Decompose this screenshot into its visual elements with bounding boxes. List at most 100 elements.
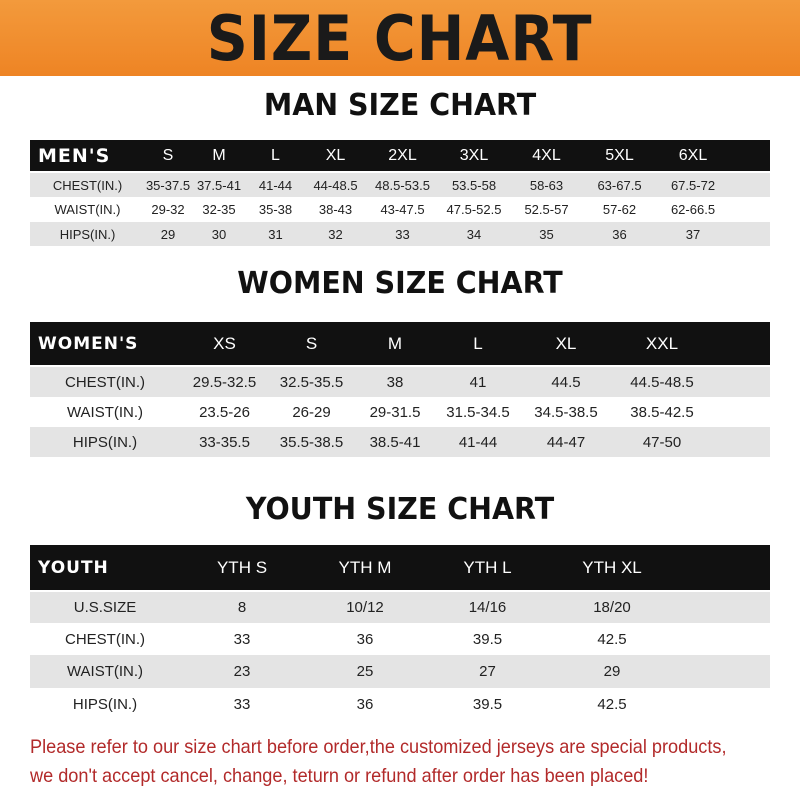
- table-cell: 29: [160, 226, 176, 242]
- table-cell: 25: [356, 663, 374, 680]
- row-header: MEN'S: [38, 144, 111, 167]
- table-row: HIPS(IN.) 29 30 31 32 33 34 35 36 37: [30, 222, 770, 246]
- table-cell: 10/12: [346, 599, 384, 616]
- table-cell: 36: [356, 630, 374, 648]
- row-header: WOMEN'S: [38, 333, 139, 354]
- table-cell: 8: [237, 599, 247, 616]
- note-line: Please refer to our size chart before or…: [30, 736, 727, 758]
- table-cell: 35: [539, 226, 554, 242]
- table-cell: 14/16: [468, 599, 507, 616]
- size-header: YTH XL: [582, 557, 642, 577]
- table-cell: 32.5-35.5: [279, 373, 344, 391]
- men-header-row: MEN'S S M L XL 2XL 3XL 4XL 5XL 6XL: [30, 140, 770, 171]
- table-cell: 29-32: [151, 202, 185, 217]
- order-note: Please refer to our size chart before or…: [30, 733, 728, 791]
- table-cell: 34.5-38.5: [534, 403, 598, 421]
- size-header: 2XL: [388, 146, 417, 164]
- table-row: WAIST(IN.) 23.5-26 26-29 29-31.5 31.5-34.5 34…: [30, 397, 770, 427]
- table-cell: 53.5-58: [451, 177, 497, 193]
- size-header: S: [305, 333, 318, 353]
- table-cell: 29.5-32.5: [192, 373, 257, 391]
- table-cell: 44.5-48.5: [630, 373, 694, 391]
- row-label: CHEST(IN.): [65, 630, 145, 648]
- table-cell: 38.5-42.5: [630, 403, 694, 421]
- youth-header-row: YOUTH YTH S YTH M YTH L YTH XL: [30, 545, 770, 590]
- table-cell: 38-43: [318, 202, 353, 217]
- men-heading: MAN SIZE CHART: [263, 88, 537, 123]
- table-cell: 35-37.5: [145, 177, 191, 193]
- table-cell: 47.5-52.5: [446, 202, 502, 217]
- row-label: WAIST(IN.): [66, 403, 144, 421]
- table-cell: 57-62: [602, 202, 637, 217]
- table-row: CHEST(IN.) 33 36 39.5 42.5: [30, 623, 770, 655]
- youth-table: YOUTH YTH S YTH M YTH L YTH XL U.S.SIZE 8 10/12…: [30, 545, 770, 720]
- table-cell: 26-29: [292, 403, 331, 421]
- table-cell: 32: [328, 226, 343, 242]
- row-header: YOUTH: [38, 557, 109, 578]
- table-row: HIPS(IN.) 33 36 39.5 42.5: [30, 688, 770, 720]
- table-cell: 67.5-72: [670, 177, 716, 193]
- size-header: XL: [325, 146, 346, 164]
- table-cell: 41-44: [258, 177, 293, 193]
- men-table: MEN'S S M L XL 2XL 3XL 4XL 5XL 6XL CHEST(IN.) 35-37…: [30, 140, 770, 246]
- table-cell: 44-48.5: [313, 177, 358, 193]
- row-label: HIPS(IN.): [72, 695, 138, 713]
- table-cell: 44-47: [546, 433, 586, 451]
- table-cell: 29: [603, 663, 621, 680]
- women-heading: WOMEN SIZE CHART: [237, 266, 563, 301]
- table-cell: 23: [233, 663, 251, 680]
- table-cell: 39.5: [472, 695, 503, 713]
- size-header: M: [387, 333, 403, 353]
- size-header: 4XL: [532, 146, 561, 164]
- youth-heading: YOUTH SIZE CHART: [245, 492, 555, 527]
- table-cell: 38: [386, 373, 404, 391]
- title-banner: SIZE CHART: [0, 0, 800, 76]
- size-header: L: [271, 146, 280, 164]
- table-cell: 39.5: [472, 630, 503, 648]
- table-cell: 44.5: [551, 373, 581, 391]
- table-cell: 23.5-26: [199, 403, 250, 421]
- table-cell: 41: [469, 373, 487, 391]
- table-cell: 34: [466, 226, 482, 242]
- size-header: YTH M: [338, 557, 392, 577]
- table-cell: 33: [233, 630, 251, 648]
- table-cell: 47-50: [642, 433, 682, 451]
- table-cell: 63-67.5: [597, 177, 642, 193]
- row-label: CHEST(IN.): [65, 373, 145, 391]
- table-row: U.S.SIZE 8 10/12 14/16 18/20: [30, 592, 770, 623]
- table-cell: 38.5-41: [369, 433, 421, 451]
- table-cell: 33: [233, 695, 251, 713]
- table-row: HIPS(IN.) 33-35.5 35.5-38.5 38.5-41 41-44 44-…: [30, 427, 770, 457]
- size-header: XL: [555, 333, 577, 353]
- size-header: XS: [213, 333, 236, 353]
- table-cell: 29-31.5: [369, 403, 421, 421]
- table-cell: 36: [612, 226, 627, 242]
- table-cell: 33-35.5: [199, 433, 250, 451]
- women-table: WOMEN'S XS S M L XL XXL CHEST(IN.) 29.5-32.5 32.5…: [30, 322, 770, 457]
- size-header: 3XL: [459, 146, 489, 164]
- table-cell: 18/20: [593, 599, 631, 616]
- size-header: M: [212, 146, 226, 164]
- row-label: HIPS(IN.): [59, 226, 116, 242]
- size-header: XXL: [645, 333, 679, 353]
- size-header: L: [473, 333, 483, 353]
- row-label: WAIST(IN.): [54, 202, 121, 217]
- row-label: HIPS(IN.): [72, 433, 138, 451]
- table-cell: 43-47.5: [380, 202, 425, 217]
- table-row: CHEST(IN.) 29.5-32.5 32.5-35.5 38 41 44.5 44.5…: [30, 367, 770, 397]
- table-cell: 52.5-57: [524, 202, 569, 217]
- table-cell: 36: [356, 695, 374, 713]
- table-cell: 37.5-41: [196, 177, 242, 193]
- page-title: SIZE CHART: [207, 1, 593, 75]
- size-header: 5XL: [605, 146, 634, 164]
- table-cell: 48.5-53.5: [375, 177, 430, 193]
- table-cell: 33: [395, 226, 410, 242]
- table-cell: 35-38: [258, 202, 293, 217]
- row-label: CHEST(IN.): [52, 177, 123, 193]
- table-cell: 35.5-38.5: [279, 433, 344, 451]
- women-header-row: WOMEN'S XS S M L XL XXL: [30, 322, 770, 365]
- table-row: WAIST(IN.) 29-32 32-35 35-38 38-43 43-47.5 47.…: [30, 197, 770, 222]
- table-cell: 31: [268, 226, 283, 242]
- table-cell: 62-66.5: [670, 202, 716, 217]
- size-header: YTH S: [216, 557, 268, 577]
